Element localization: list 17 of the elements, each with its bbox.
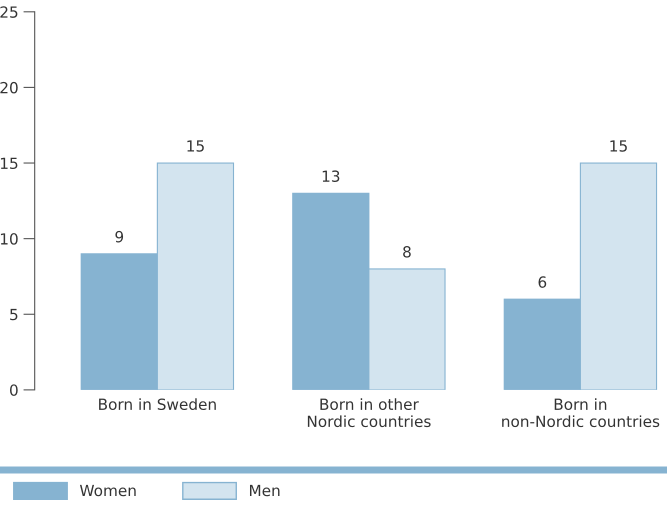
y-tick-label: 20 [0, 82, 18, 94]
legend-label: Men [250, 484, 280, 496]
legend-label: Women [80, 484, 136, 496]
y-tick-label: 25 [0, 6, 18, 18]
x-tick-label: Born in non-Nordic countries [502, 398, 660, 428]
y-tick-label: 10 [0, 233, 18, 245]
y-tick-label: 5 [10, 308, 18, 320]
data-label: 9 [115, 230, 124, 242]
data-label: 15 [187, 140, 204, 152]
data-label: 8 [403, 246, 411, 258]
x-tick-label: Born in other Nordic countries [308, 398, 431, 428]
x-tick-label: Born in Sweden [99, 398, 216, 410]
y-tick-label: 0 [10, 384, 18, 396]
data-label: 15 [610, 140, 627, 152]
y-tick-label: 15 [0, 158, 18, 170]
data-label: 13 [322, 170, 340, 182]
data-label: 6 [538, 276, 546, 288]
